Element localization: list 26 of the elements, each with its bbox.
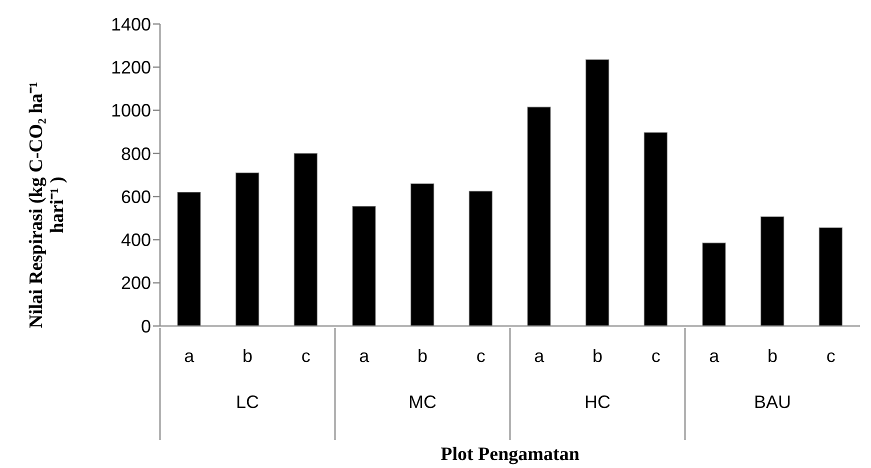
x-tick-label: c	[651, 346, 660, 366]
x-tick-label: c	[301, 346, 310, 366]
text: MC	[408, 392, 436, 412]
x-tick-label: a	[534, 346, 546, 366]
y-tick-label: 1000	[110, 100, 151, 121]
x-tick-label: b	[242, 346, 253, 366]
y-tick-label: 1200	[110, 58, 151, 78]
text: BAU	[754, 392, 792, 412]
y-tick-label: 800	[120, 144, 151, 164]
y-tick-label: 400	[120, 230, 151, 250]
y-tick-label: 600	[120, 186, 151, 207]
text: LC	[236, 392, 260, 412]
x-axis-title: Plot Pengamatan	[440, 444, 580, 465]
y-axis-title: Nilai Respirasi (kg C-CO₂ ha⁻¹ hari⁻¹ )	[26, 82, 68, 328]
y-tick-label: 200	[120, 273, 151, 294]
x-tick-label: c	[826, 346, 836, 366]
x-tick-label: a	[184, 346, 196, 366]
x-tick-label: b	[592, 346, 603, 366]
x-tick-label: a	[359, 346, 370, 366]
y-tick-label: 0	[140, 316, 151, 336]
y-tick-label: 1400	[110, 14, 151, 34]
text: HC	[584, 392, 610, 412]
x-tick-label: b	[767, 346, 778, 366]
x-tick-label: b	[417, 346, 428, 366]
x-tick-label: c	[476, 346, 486, 366]
x-tick-label: a	[709, 346, 720, 366]
